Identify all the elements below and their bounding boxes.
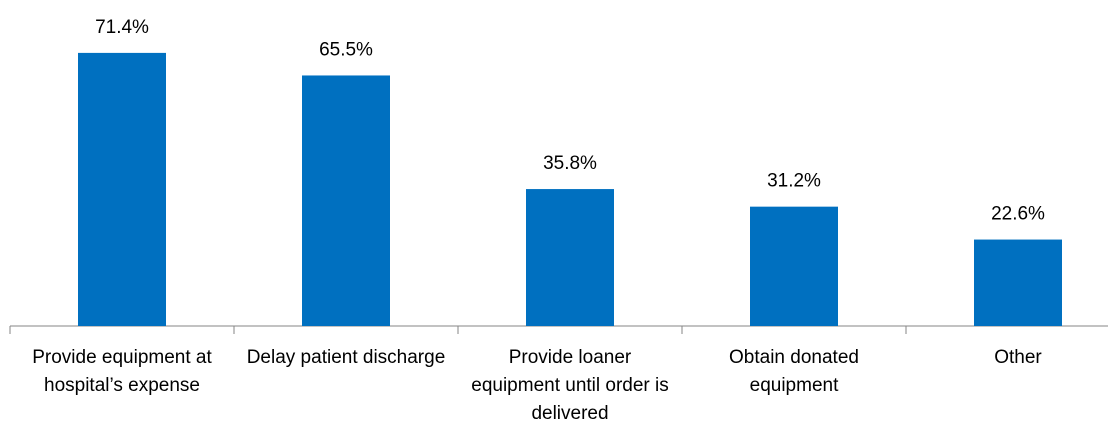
x-tick-label: Provide loaner equipment until order is … — [471, 347, 669, 424]
value-label: 65.5% — [319, 39, 373, 60]
value-label: 35.8% — [543, 153, 597, 174]
x-tick-label: Provide equipment at hospital’s expense — [32, 347, 212, 396]
value-label: 31.2% — [767, 171, 821, 192]
bar — [750, 206, 838, 326]
value-label: 71.4% — [95, 17, 149, 38]
bar — [974, 239, 1062, 326]
x-tick-label: Other — [994, 347, 1042, 368]
bar — [78, 52, 166, 327]
x-tick-label: Delay patient discharge — [246, 347, 446, 368]
bar — [526, 189, 614, 326]
bar — [302, 75, 390, 327]
value-label: 22.6% — [991, 204, 1045, 225]
x-tick-label: Obtain donated equipment — [729, 347, 859, 396]
